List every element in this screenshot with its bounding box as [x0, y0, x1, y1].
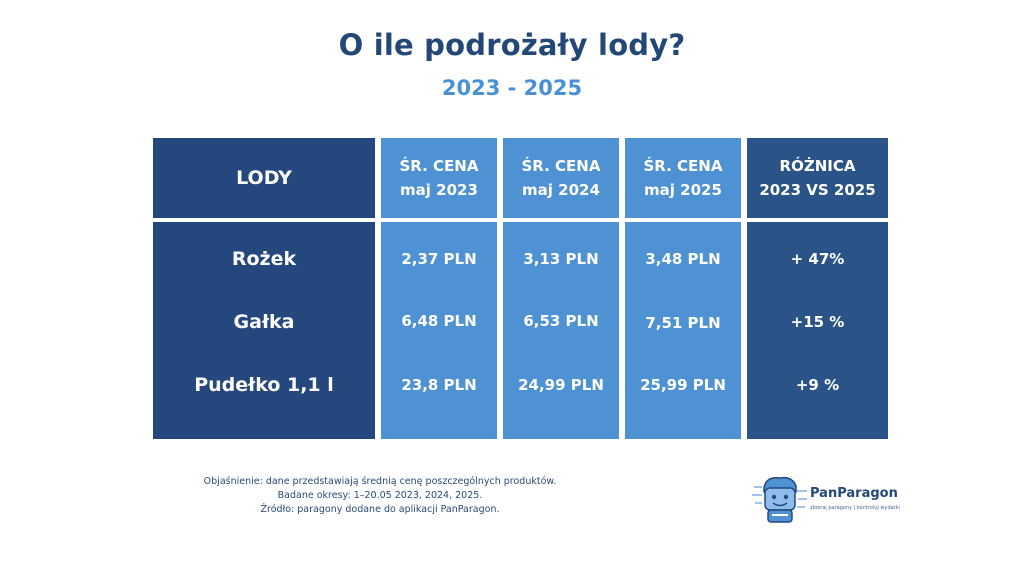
table-cell: 6,53 PLN — [523, 312, 599, 330]
header-label-line2: maj 2025 — [644, 181, 722, 199]
column-price-2025 — [625, 222, 741, 439]
page-subtitle: 2023 - 2025 — [441, 76, 583, 100]
header-label-line1: RÓŻNICA — [779, 157, 856, 175]
header-cell-price-2023: ŚR. CENA maj 2023 — [381, 138, 497, 218]
header-cell-lody: LODY — [153, 138, 375, 218]
header-cell-difference: RÓŻNICA 2023 VS 2025 — [747, 138, 888, 218]
table-cell: 7,51 PLN — [645, 314, 721, 332]
brand-name: PanParagon — [810, 486, 898, 501]
table-cell: 3,48 PLN — [645, 250, 721, 268]
table-cell-difference: + 47% — [790, 250, 845, 268]
footnote-source: Źródło: paragony dodane do aplikacji Pan… — [260, 504, 500, 515]
column-price-2023 — [381, 222, 497, 439]
header-label-line2: maj 2024 — [522, 181, 600, 199]
header-cell-price-2025: ŚR. CENA maj 2025 — [625, 138, 741, 218]
header-label-line1: ŚR. CENA — [399, 157, 479, 175]
row-label-galka: Gałka — [233, 311, 295, 333]
panparagon-mascot-icon — [752, 476, 807, 523]
header-label-line1: ŚR. CENA — [521, 157, 601, 175]
header-cell-price-2024: ŚR. CENA maj 2024 — [503, 138, 619, 218]
column-price-2024 — [503, 222, 619, 439]
column-products — [153, 222, 375, 439]
header-label: LODY — [236, 167, 292, 189]
table-cell: 3,13 PLN — [523, 250, 599, 268]
table-cell: 2,37 PLN — [401, 250, 477, 268]
page-title: O ile podrożały lody? — [338, 28, 686, 62]
column-difference — [747, 222, 888, 439]
row-label-pudelko: Pudełko 1,1 l — [194, 374, 334, 396]
footnotes: Objaśnienie: dane przedstawiają średnią … — [130, 475, 630, 517]
row-label-rozek: Rożek — [231, 248, 297, 270]
brand-tagline: zbieraj paragony | kontroluj wydatki — [810, 505, 900, 511]
table-cell-difference: +15 % — [790, 313, 845, 331]
table-cell-difference: +9 % — [795, 376, 840, 394]
table-cell: 25,99 PLN — [640, 376, 726, 394]
table-cell: 6,48 PLN — [401, 312, 477, 330]
table-cell: 24,99 PLN — [518, 376, 604, 394]
header-label-line2: maj 2023 — [400, 181, 478, 199]
header-label-line1: ŚR. CENA — [643, 157, 723, 175]
table-cell: 23,8 PLN — [401, 376, 477, 394]
footnote-explanation: Objaśnienie: dane przedstawiają średnią … — [203, 476, 557, 487]
footnote-periods: Badane okresy: 1–20.05 2023, 2024, 2025. — [277, 490, 483, 501]
header-label-line2: 2023 VS 2025 — [759, 181, 876, 199]
